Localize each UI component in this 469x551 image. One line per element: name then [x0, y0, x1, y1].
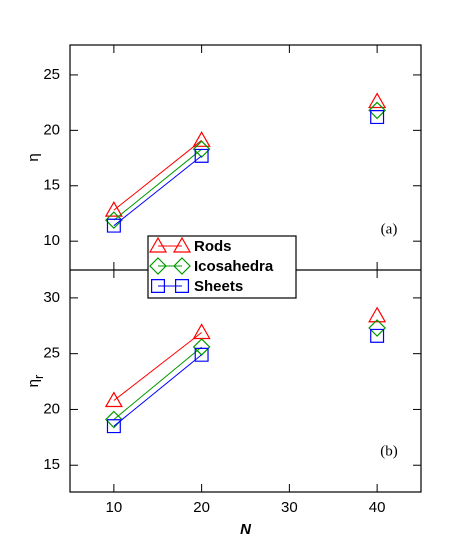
y-tick-label: 25: [43, 66, 60, 83]
data-point: [194, 148, 209, 163]
data-point: [104, 391, 123, 408]
legend-marker: [149, 257, 167, 275]
x-tick-label: 10: [106, 499, 123, 516]
data-point: [368, 306, 387, 323]
x-tick-label: 40: [369, 499, 386, 516]
y-axis-label: ηr: [25, 374, 46, 387]
y-tick-label: 20: [43, 121, 60, 138]
data-point: [368, 319, 386, 337]
data-point: [104, 200, 123, 217]
data-point: [106, 419, 121, 434]
series-line: [114, 110, 377, 220]
data-point: [105, 410, 123, 429]
panel-label: (a): [381, 221, 398, 237]
data-point: [368, 92, 387, 109]
series-line: [114, 328, 377, 419]
data-point: [370, 110, 385, 125]
y-tick-label: 30: [43, 289, 60, 306]
y-tick-label: 15: [43, 456, 60, 473]
series-line: [114, 117, 377, 226]
x-tick-label: 30: [281, 499, 298, 516]
legend-marker: [148, 236, 168, 253]
data-point: [192, 131, 211, 147]
y-axis-label-main: η: [25, 153, 42, 161]
legend-label: Rods: [194, 238, 232, 255]
data-point: [192, 140, 211, 159]
data-point: [368, 101, 386, 120]
data-point: [105, 211, 123, 229]
panel-label: (b): [380, 443, 398, 459]
y-axis-label-sub: r: [31, 374, 46, 379]
data-point: [194, 347, 209, 362]
legend-label: Sheets: [194, 278, 243, 295]
legend-label: Icosahedra: [194, 258, 274, 275]
legend-marker: [175, 279, 189, 293]
data-point: [192, 338, 211, 356]
plot-frame: [69, 44, 422, 493]
y-tick-label: 20: [43, 400, 60, 417]
data-point: [370, 328, 385, 343]
series-line: [114, 316, 377, 401]
series-line: [114, 336, 377, 426]
y-axis-label: η: [25, 153, 42, 161]
y-tick-label: 10: [43, 232, 60, 249]
x-tick-label: 20: [193, 499, 210, 516]
data-point: [106, 218, 121, 233]
y-axis-label-main: η: [25, 379, 42, 387]
y-tick-label: 15: [43, 177, 60, 194]
x-axis-label: N: [240, 521, 252, 538]
legend-marker: [151, 279, 165, 293]
legend-marker: [173, 257, 191, 275]
legend-marker: [172, 236, 192, 253]
y-tick-label: 25: [43, 345, 60, 362]
